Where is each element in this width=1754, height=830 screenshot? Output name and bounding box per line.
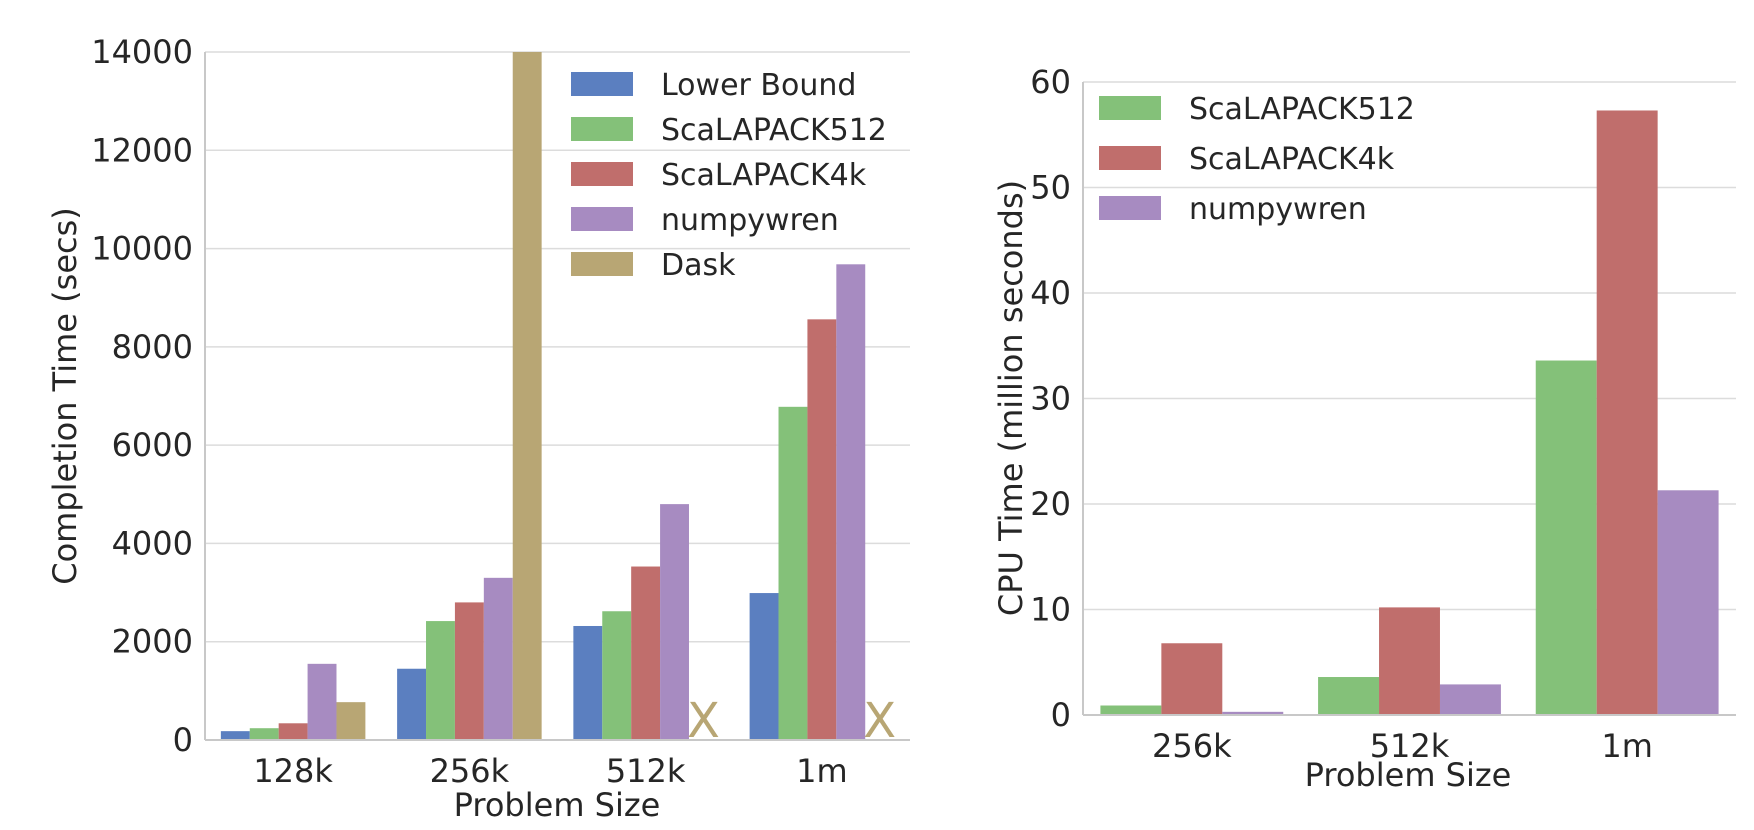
y-tick-label: 2000 <box>112 623 193 661</box>
x-tick-label: 1m <box>1601 727 1653 765</box>
right-x-axis-label: Problem Size <box>1305 756 1512 794</box>
legend-swatch <box>1099 196 1161 220</box>
bar <box>307 663 337 740</box>
bar <box>1439 684 1501 715</box>
bar <box>631 566 661 740</box>
y-tick-label: 0 <box>1051 696 1071 734</box>
bar <box>807 319 837 740</box>
right-y-axis-label: CPU Time (million seconds) <box>992 180 1030 616</box>
x-tick-label: 128k <box>253 752 333 790</box>
y-tick-label: 12000 <box>91 131 193 169</box>
bar <box>836 264 866 740</box>
bar <box>1100 705 1162 715</box>
legend-swatch <box>1099 146 1161 170</box>
bar <box>1596 110 1658 716</box>
y-tick-label: 8000 <box>112 328 193 366</box>
bar <box>749 593 779 740</box>
bar <box>512 52 542 740</box>
legend-label: Dask <box>661 248 736 283</box>
bar <box>454 602 484 740</box>
x-tick-label: 256k <box>430 752 510 790</box>
legend-label: numpywren <box>1189 192 1367 227</box>
left-x-tick-labels: 128k 256k 512k 1m <box>253 752 847 790</box>
right-y-tick-labels: 0 10 20 30 40 50 60 <box>1030 63 1071 734</box>
bar <box>1161 643 1223 715</box>
left-legend: Lower Bound ScaLAPACK512 ScaLAPACK4k numpyw… <box>571 68 887 283</box>
x-tick-label: 256k <box>1152 727 1232 765</box>
legend-label: Lower Bound <box>661 68 856 103</box>
legend-swatch <box>571 117 633 141</box>
cpu-time-chart: 0 10 20 30 40 50 60 256k 512k 1m Problem Size CP… <box>992 63 1736 794</box>
left-y-tick-labels: 0 2000 4000 6000 8000 10000 12000 14000 <box>91 33 193 759</box>
bar <box>336 702 366 740</box>
y-tick-label: 6000 <box>112 426 193 464</box>
bar <box>1379 607 1440 715</box>
left-bars <box>220 52 866 740</box>
legend-label: ScaLAPACK512 <box>661 113 887 148</box>
legend-label: ScaLAPACK4k <box>661 158 867 193</box>
bar <box>1318 677 1380 715</box>
bar <box>778 406 808 740</box>
bar <box>1657 490 1719 715</box>
left-x-axis-label: Problem Size <box>454 786 661 824</box>
left-gridlines <box>205 51 910 643</box>
x-tick-label: 512k <box>606 752 686 790</box>
legend-swatch <box>571 72 633 96</box>
y-tick-label: 10 <box>1030 591 1071 629</box>
right-legend: ScaLAPACK512 ScaLAPACK4k numpywren <box>1099 92 1415 227</box>
y-tick-label: 10000 <box>91 230 193 268</box>
y-tick-label: 50 <box>1030 169 1071 207</box>
y-tick-label: 0 <box>173 721 193 759</box>
legend-swatch <box>571 207 633 231</box>
bar <box>278 723 308 740</box>
legend-label: ScaLAPACK512 <box>1189 92 1415 127</box>
bar <box>426 621 455 740</box>
x-tick-label: 1m <box>796 752 848 790</box>
y-tick-label: 30 <box>1030 380 1071 418</box>
bar <box>249 728 279 740</box>
y-tick-label: 4000 <box>112 524 193 562</box>
bar <box>483 577 513 740</box>
right-x-tick-labels: 256k 512k 1m <box>1152 727 1653 765</box>
bar <box>1535 360 1597 715</box>
bar <box>660 504 689 740</box>
y-tick-label: 14000 <box>91 33 193 71</box>
bar <box>573 625 603 740</box>
y-tick-label: 60 <box>1030 63 1071 101</box>
legend-label: numpywren <box>661 203 839 238</box>
bar <box>220 731 250 740</box>
legend-swatch <box>571 162 633 186</box>
bar <box>602 611 632 740</box>
left-y-axis-label: Completion Time (secs) <box>46 207 84 585</box>
y-tick-label: 40 <box>1030 274 1071 312</box>
y-tick-label: 20 <box>1030 485 1071 523</box>
bar <box>1222 711 1284 715</box>
legend-swatch <box>1099 96 1161 120</box>
right-bars <box>1100 110 1719 716</box>
legend-swatch <box>571 252 633 276</box>
x-tick-label: 512k <box>1370 727 1450 765</box>
legend-label: ScaLAPACK4k <box>1189 142 1395 177</box>
bar <box>397 668 427 740</box>
